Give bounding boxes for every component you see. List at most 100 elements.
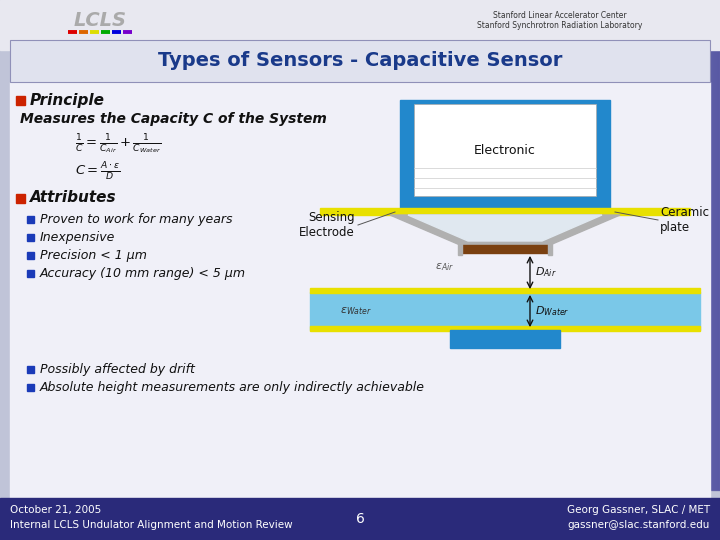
Bar [665,40,666,490]
Text: Stanford Linear Accelerator Center: Stanford Linear Accelerator Center [493,11,627,21]
Text: Accuracy (10 mm range) < 5 μm: Accuracy (10 mm range) < 5 μm [40,267,246,280]
Bar [690,40,691,490]
Bar [716,40,717,490]
Bar [666,40,667,490]
Bar [661,40,662,490]
Bar [706,40,707,490]
Text: October 21, 2005: October 21, 2005 [10,505,102,515]
Bar [654,40,655,490]
Text: 6: 6 [356,512,364,526]
Bar [685,40,686,490]
Bar [691,40,692,490]
Bar [680,40,681,490]
Bar [710,40,711,490]
Bar [674,40,675,490]
Bar [648,40,649,490]
Bar [717,40,718,490]
Bar [645,40,646,490]
Text: $C = \frac{A \cdot \varepsilon}{D}$: $C = \frac{A \cdot \varepsilon}{D}$ [75,161,120,183]
Bar [672,40,673,490]
Text: $\varepsilon_{Water}$: $\varepsilon_{Water}$ [340,305,372,317]
Bar [673,40,674,490]
Text: Possibly affected by drift: Possibly affected by drift [40,362,195,375]
Bar [681,40,682,490]
Bar [640,40,641,490]
Bar [649,40,650,490]
Bar [713,40,714,490]
Bar [692,40,693,490]
Text: Measures the Capacity C of the System: Measures the Capacity C of the System [20,112,327,126]
Text: $\varepsilon_{Air}$: $\varepsilon_{Air}$ [435,261,454,273]
Bar [699,40,700,490]
Text: Ceramic
plate: Ceramic plate [660,206,709,234]
Text: Attributes: Attributes [30,191,117,206]
Text: Precision < 1 μm: Precision < 1 μm [40,248,147,261]
Bar [663,40,664,490]
Bar [27,216,34,223]
Bar [27,252,34,259]
Bar [659,40,660,490]
Bar [696,40,697,490]
Text: Stanford Synchrotron Radiation Laboratory: Stanford Synchrotron Radiation Laborator… [477,22,643,30]
Text: Electronic: Electronic [474,144,536,157]
Bar [0,498,720,540]
Bar [10,40,710,82]
Bar [711,40,712,490]
Bar [16,96,25,105]
Bar [669,40,670,490]
Bar [708,40,709,490]
Bar [653,40,654,490]
Bar [693,40,694,490]
Text: $D_{Air}$: $D_{Air}$ [535,266,557,279]
Bar [310,288,700,293]
Bar [698,40,699,490]
Bar [414,104,596,196]
Bar [651,40,652,490]
Text: Georg Gassner, SLAC / MET: Georg Gassner, SLAC / MET [567,505,710,515]
Bar [662,40,663,490]
Bar [16,194,25,203]
Bar [642,40,643,490]
Text: $D_{Water}$: $D_{Water}$ [535,304,570,318]
Bar [310,326,700,331]
Bar [658,40,659,490]
Bar [310,292,700,330]
Bar [656,40,657,490]
Bar [400,100,610,210]
Bar [712,40,713,490]
Polygon shape [408,215,602,241]
Bar [688,40,689,490]
Bar [650,40,651,490]
Bar [683,40,684,490]
Bar [702,40,703,490]
Bar [694,40,695,490]
Text: Sensing
Electrode: Sensing Electrode [300,211,355,239]
Bar [675,40,676,490]
Text: gassner@slac.stanford.edu: gassner@slac.stanford.edu [567,520,710,530]
Bar [644,40,645,490]
Bar [697,40,698,490]
Text: $\frac{1}{C} = \frac{1}{C_{Air}} + \frac{1}{C_{Water}}$: $\frac{1}{C} = \frac{1}{C_{Air}} + \frac… [75,132,161,156]
Bar [27,366,34,373]
Bar [679,40,680,490]
Bar [700,40,701,490]
Bar [548,243,552,255]
Bar [715,40,716,490]
Text: Inexpensive: Inexpensive [40,231,115,244]
Bar [660,40,661,490]
Bar [647,40,648,490]
Bar [703,40,704,490]
Bar [714,40,715,490]
Text: LCLS: LCLS [73,10,127,30]
Bar [10,82,710,498]
Bar [684,40,685,490]
Bar [652,40,653,490]
Bar [664,40,665,490]
Bar [641,40,642,490]
Bar [689,40,690,490]
Bar [655,40,656,490]
Polygon shape [390,215,620,245]
Text: Types of Sensors - Capacitive Sensor: Types of Sensors - Capacitive Sensor [158,51,562,71]
Bar [695,40,696,490]
Bar [677,40,678,490]
